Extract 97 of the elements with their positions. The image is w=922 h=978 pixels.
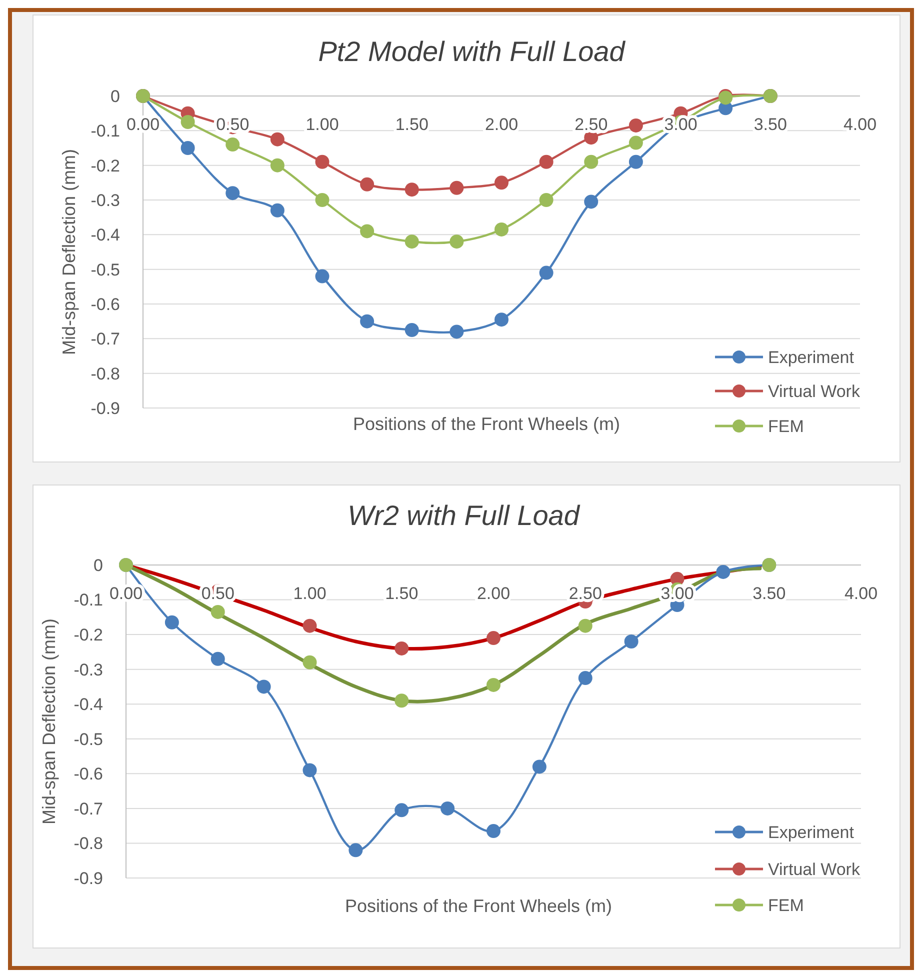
point (450, 234, 464, 249)
y-axis-title: Mid-span Deflection (mm) (59, 148, 79, 356)
x-tick-label: 1.50 (395, 115, 428, 134)
point (394, 641, 409, 656)
y-tick-label: 0 (110, 86, 120, 106)
legend-label: Experiment (768, 822, 854, 842)
point (539, 154, 554, 169)
legend-label: Virtual Work (768, 382, 860, 401)
point (302, 763, 317, 778)
point (584, 154, 598, 169)
x-tick-label: 3.50 (754, 115, 787, 134)
point (302, 655, 317, 670)
point (360, 314, 374, 328)
x-tick-label: 2.50 (574, 115, 608, 134)
point (360, 177, 374, 192)
point (180, 141, 195, 155)
y-tick-label: -0.9 (90, 398, 120, 418)
point (494, 222, 508, 236)
point (494, 176, 508, 190)
point (450, 180, 464, 195)
x-tick-label: 2.00 (484, 115, 518, 134)
point (164, 615, 179, 630)
y-tick-label: -0.5 (90, 260, 120, 280)
x-axis-title: Positions of the Front Wheels (m) (352, 414, 620, 434)
point (302, 618, 317, 633)
x-tick-label: 0.00 (126, 115, 160, 134)
x-tick-label: 4.00 (843, 115, 877, 134)
point (180, 115, 195, 129)
point (315, 269, 330, 284)
point (584, 194, 598, 209)
point (394, 803, 409, 818)
point (360, 224, 374, 238)
y-tick-label: -0.1 (74, 590, 103, 610)
y-tick-label: -0.3 (90, 190, 120, 210)
point (578, 671, 592, 686)
x-tick-label: 1.00 (293, 584, 326, 603)
x-tick-label: 1.50 (385, 584, 418, 603)
point (532, 760, 546, 774)
y-axis-title: Mid-span Deflection (mm) (39, 618, 59, 825)
point (404, 234, 419, 249)
y-tick-label: -0.5 (74, 730, 103, 749)
y-tick-label: -0.7 (74, 799, 103, 818)
point (210, 652, 225, 666)
y-tick-label: -0.2 (90, 156, 120, 176)
y-tick-label: -0.8 (90, 364, 120, 384)
point (628, 118, 643, 132)
y-tick-label: -0.4 (90, 226, 120, 245)
point (270, 203, 284, 218)
point (256, 680, 271, 694)
point (716, 564, 730, 579)
point (270, 158, 284, 172)
point (440, 801, 455, 816)
y-tick-label: -0.7 (90, 330, 120, 349)
point (628, 154, 643, 169)
y-tick-label: -0.3 (74, 660, 103, 680)
x-tick-label: 4.00 (844, 584, 878, 603)
point (226, 138, 240, 152)
chart-title: Pt2 Model with Full Load (318, 36, 626, 67)
y-tick-label: 0 (94, 556, 103, 575)
point (270, 132, 284, 146)
point (624, 634, 638, 649)
legend-label: Experiment (768, 348, 854, 367)
point (578, 618, 592, 633)
x-axis-title: Positions of the Front Wheels (m) (344, 896, 612, 916)
point (226, 186, 240, 200)
y-tick-label: -0.1 (90, 122, 120, 141)
point (539, 193, 554, 207)
point (348, 843, 363, 858)
y-tick-label: -0.4 (74, 695, 103, 714)
x-tick-label: 1.00 (306, 115, 339, 134)
point (486, 631, 500, 646)
y-tick-label: -0.8 (74, 834, 103, 854)
y-tick-label: -0.6 (74, 764, 103, 784)
y-tick-label: -0.6 (90, 294, 120, 314)
point (315, 193, 330, 207)
x-tick-label: 2.00 (476, 584, 510, 603)
legend-label: Virtual Work (768, 860, 860, 879)
point (394, 694, 409, 708)
point (539, 266, 554, 280)
x-tick-label: 3.00 (664, 115, 698, 134)
y-tick-label: -0.2 (74, 626, 103, 645)
legend-label: FEM (768, 416, 804, 436)
chart-title: Wr2 with Full Load (348, 500, 581, 531)
x-tick-label: 0.50 (201, 584, 234, 603)
point (486, 678, 500, 692)
legend-label: FEM (768, 896, 804, 915)
point (404, 182, 419, 197)
point (210, 604, 225, 619)
point (404, 323, 419, 337)
point (315, 154, 330, 169)
y-tick-label: -0.9 (74, 868, 103, 888)
point (450, 324, 464, 339)
x-tick-label: 3.50 (752, 584, 786, 603)
point (628, 136, 643, 150)
x-tick-label: 0.00 (109, 584, 143, 603)
point (494, 312, 508, 327)
point (486, 824, 500, 838)
